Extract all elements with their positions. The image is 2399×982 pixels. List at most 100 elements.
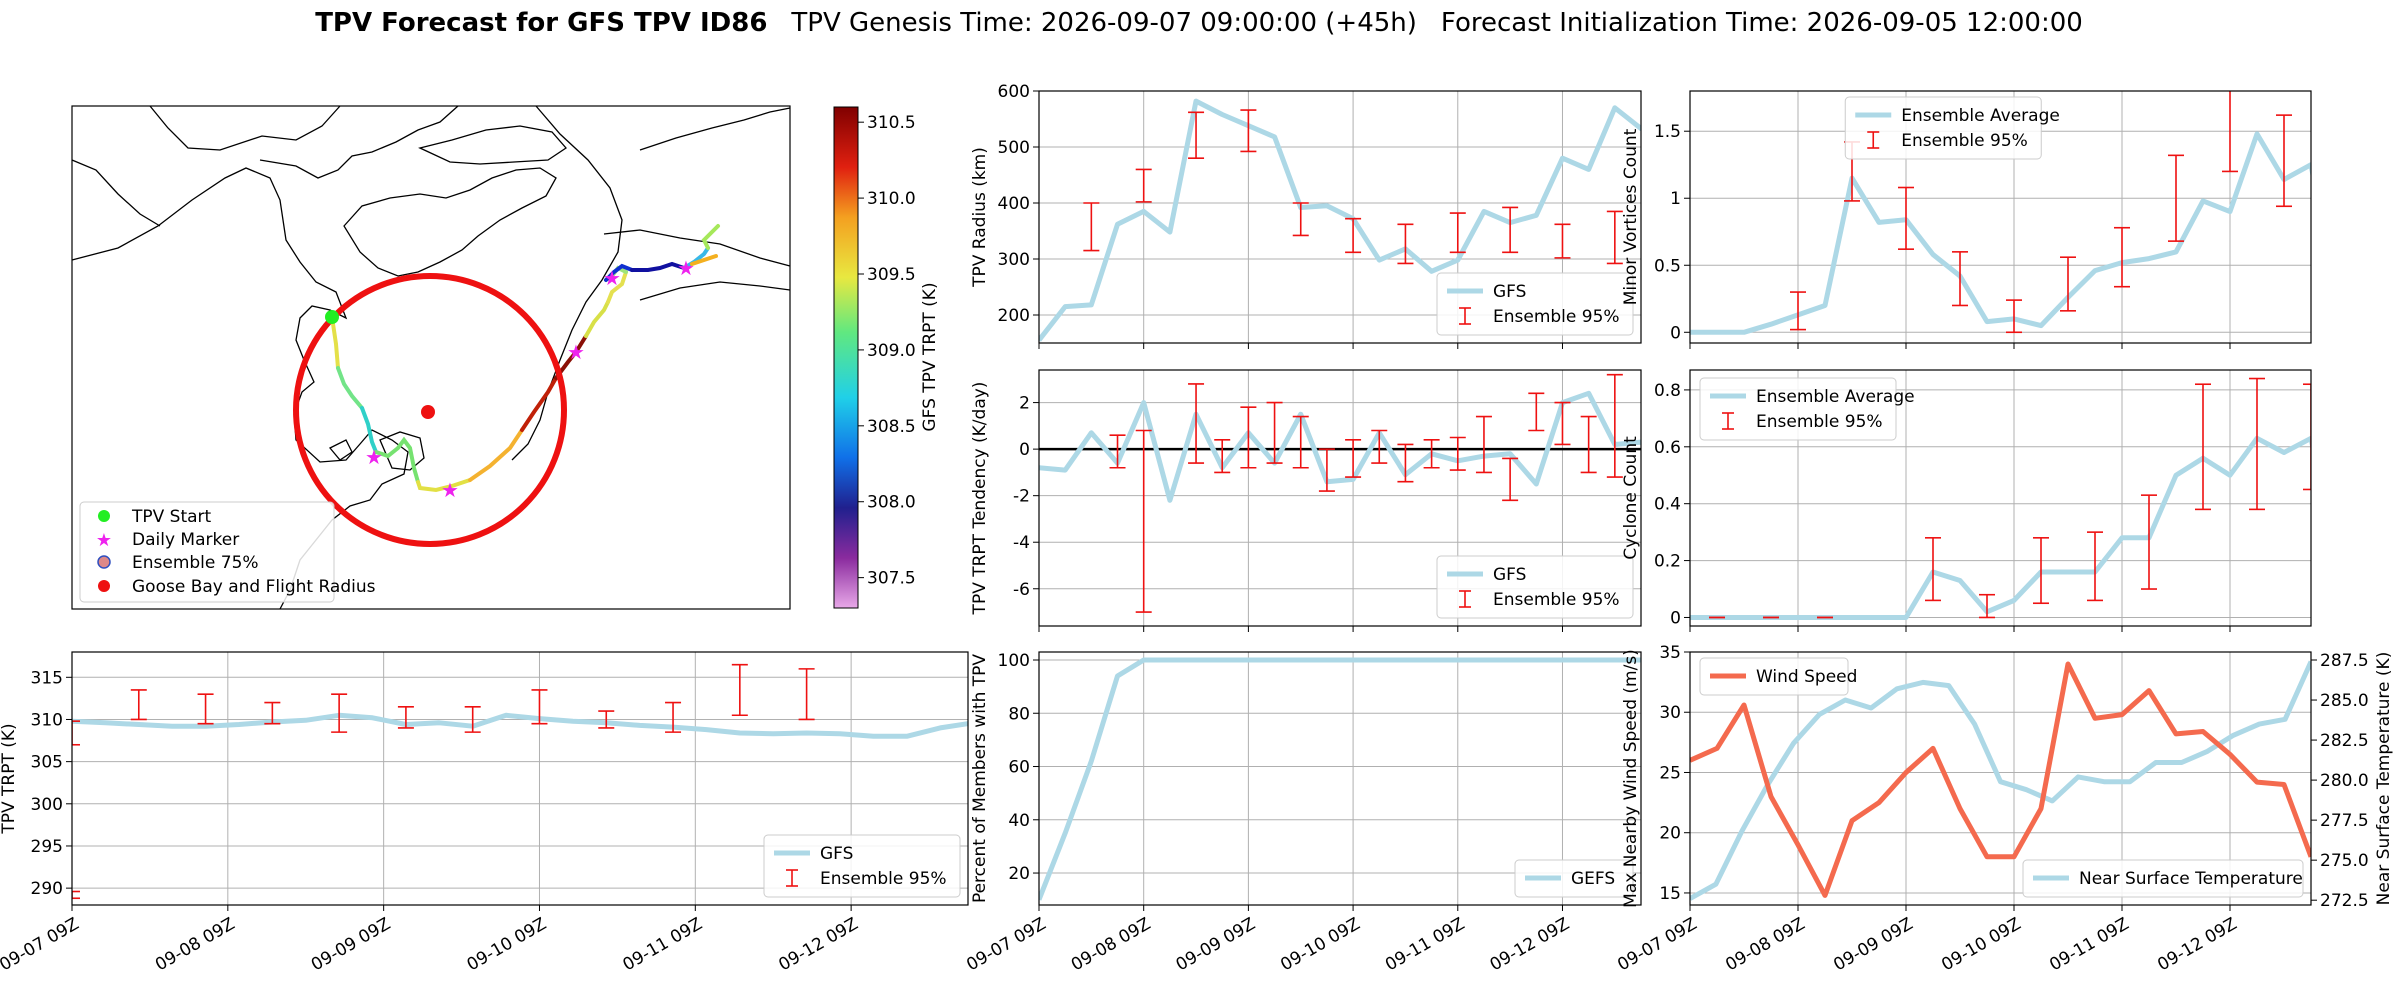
radius-panel: 200 300 400 500 600 TPV Radius (km) GFS Ensembl… (970, 82, 1642, 349)
error-bar (1318, 448, 1335, 492)
legend-entry: Ensemble 95% (1493, 590, 1620, 610)
error-bar (1240, 109, 1257, 153)
tendency-panel: -6 -4 -2 0 2 TPV TRPT Tendency (K/day) GFS Ense… (970, 369, 1642, 632)
colorbar-tick-label: 309.5 (867, 265, 916, 285)
wind-panel: 15 20 25 30 35 09-07 09Z 09-08 09Z 09-09 09Z 09-… (1614, 643, 2394, 975)
legend-box (1514, 859, 1634, 898)
legend-entry: Ensemble 95% (820, 869, 947, 889)
x-tick-label: 09-11 09Z (1382, 914, 1468, 975)
temperature-series-line (1690, 660, 2311, 901)
error-bar (1925, 537, 1941, 602)
axes-frame (1038, 90, 1642, 344)
radius-series-line (1039, 98, 1641, 342)
axes-frame (71, 651, 969, 906)
legend-daily-marker: Daily Marker (132, 530, 239, 550)
y-tick-label: -6 (1013, 580, 1030, 600)
error-bar (2087, 531, 2103, 602)
colorbar-tick-label: 310.5 (867, 113, 916, 133)
y-tick-label: 25 (1659, 763, 1681, 783)
daily-marker: ★ (441, 478, 459, 502)
error-bar (1502, 206, 1519, 254)
x-tick-label: 09-09 09Z (1830, 914, 1916, 975)
error-bar (2114, 226, 2130, 288)
error-bar (731, 663, 748, 717)
error-bar (2033, 537, 2049, 605)
error-bar (798, 668, 815, 721)
legend-box (1436, 272, 1634, 336)
y-tick-label: 1.5 (1654, 122, 1681, 142)
y2-tick-label: 272.5 (2320, 891, 2369, 911)
y2-tick-label: 280.0 (2320, 771, 2369, 791)
y-tick-label: 30 (1659, 703, 1681, 723)
error-bar (1528, 392, 1545, 432)
x-tick-label: 09-11 09Z (2046, 914, 2132, 975)
x-tick-label: 09-08 09Z (1722, 914, 1808, 975)
error-bar (264, 701, 281, 725)
percent-ylabel: Percent of Members with TPV (970, 654, 990, 903)
map-legend: TPV Start ★ Daily Marker Ensemble 75% Go… (79, 501, 376, 603)
error-bar (1109, 434, 1126, 469)
y-tick-label: 40 (1008, 811, 1030, 831)
error-bar (1606, 210, 1623, 265)
error-bar (1606, 373, 1623, 478)
error-bar (1135, 168, 1152, 203)
legend-entry: Near Surface Temperature (2079, 869, 2303, 889)
tpv-start-marker (325, 310, 339, 324)
x-tick-label: 09-07 09Z (963, 914, 1049, 975)
y-tick-label: 600 (998, 82, 1030, 102)
colorbar-tick-label: 308.5 (867, 417, 916, 437)
percent-series-line (1039, 657, 1641, 901)
map-legend-box (79, 501, 335, 603)
error-bar (1449, 436, 1466, 471)
error-bar (2249, 377, 2265, 511)
y-tick-label: 0.5 (1654, 256, 1681, 276)
minor-panel: 0 0.5 1 1.5 Minor Vortices Count Ensemble Ave… (1621, 90, 2312, 349)
y-tick-label: 310 (31, 710, 63, 730)
radius-ylabel: TPV Radius (km) (970, 147, 990, 288)
y2-tick-label: 287.5 (2320, 651, 2369, 671)
error-bar (1292, 415, 1309, 469)
title-genesis-time: TPV Genesis Time: 2026-09-07 09:00:00 (+… (790, 8, 1417, 38)
error-bar (2222, 91, 2238, 173)
colorbar (833, 106, 859, 609)
y-tick-label: 0 (1670, 608, 1681, 628)
x-tick-label: 09-08 09Z (1068, 914, 1154, 975)
error-bar (2195, 383, 2211, 511)
legend-box (763, 834, 961, 898)
y-tick-label: 80 (1008, 704, 1030, 724)
legend-ensemble-icon (97, 555, 111, 569)
wind-ylabel: Max Nearby Wind Speed (m/s) (1621, 649, 1641, 908)
y-tick-label: 295 (31, 837, 63, 857)
colorbar-label: GFS TPV TRPT (K) (920, 282, 940, 431)
legend-entry: GFS (1493, 565, 1526, 585)
axes-frame (1689, 369, 2312, 627)
y-tick-label: 0.8 (1654, 381, 1681, 401)
error-bar (1423, 439, 1440, 469)
x-tick-label: 09-10 09Z (1938, 914, 2024, 975)
legend-entry: GEFS (1571, 869, 1615, 889)
error-bar (2006, 299, 2022, 334)
flight-radius-circle (293, 273, 567, 547)
error-bar (331, 693, 348, 733)
x-tick-label: 09-07 09Z (1614, 914, 1700, 975)
y-tick-label: 2 (1019, 394, 1030, 414)
x-tick-label: 09-09 09Z (1173, 914, 1259, 975)
y-tick-label: 400 (998, 194, 1030, 214)
x-tick-label: 09-11 09Z (620, 914, 706, 975)
daily-marker: ★ (567, 340, 585, 364)
error-bar (397, 706, 414, 729)
y-tick-label: 315 (31, 668, 63, 688)
error-bar (1397, 443, 1414, 483)
legend-goose-bay: Goose Bay and Flight Radius (132, 577, 376, 597)
y-tick-label: 0.4 (1654, 495, 1681, 515)
y-tick-label: 200 (998, 306, 1030, 326)
map-panel: ★ ★ ★ ★ ★ TPV Start ★ Daily Marker Ensem… (71, 105, 940, 610)
y-tick-label: 20 (1659, 824, 1681, 844)
x-tick-label: 09-12 09Z (775, 914, 861, 975)
error-bar (2303, 383, 2311, 491)
y-tick-label: 15 (1659, 884, 1681, 904)
legend-box (1844, 96, 2042, 160)
y-tick-label: 1 (1670, 189, 1681, 209)
tendency-ylabel: TPV TRPT Tendency (K/day) (970, 382, 990, 616)
